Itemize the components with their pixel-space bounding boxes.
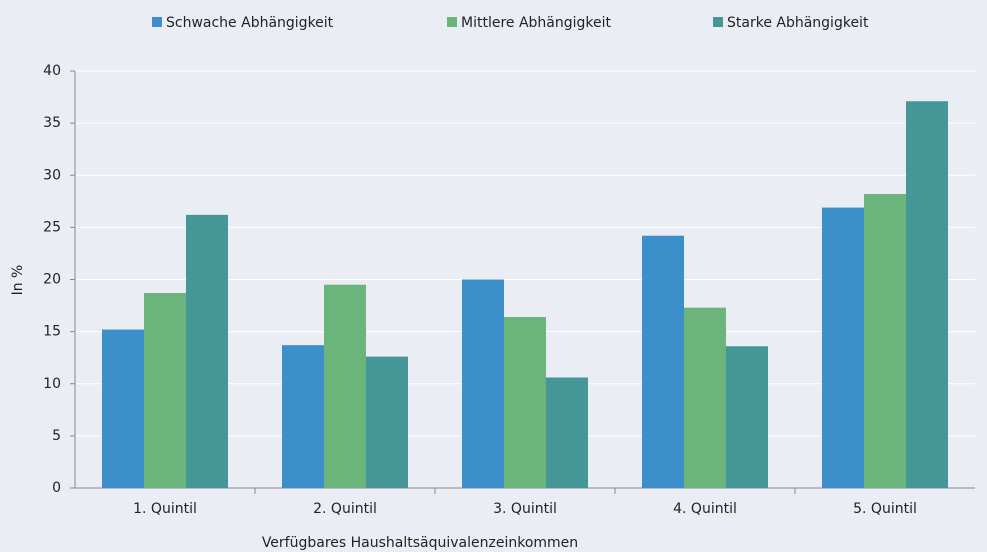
legend-label: Starke Abhängigkeit	[727, 15, 869, 31]
bar	[642, 235, 684, 488]
bar	[102, 329, 144, 488]
legend-label: Mittlere Abhängigkeit	[461, 15, 612, 31]
bar	[546, 377, 588, 488]
y-tick-label: 15	[43, 324, 61, 340]
y-tick-label: 5	[52, 428, 61, 444]
bar	[324, 284, 366, 488]
bar	[504, 317, 546, 488]
x-tick-label: 5. Quintil	[853, 501, 917, 517]
bar	[822, 207, 864, 488]
legend-swatch	[713, 17, 723, 27]
bar	[366, 356, 408, 488]
bar	[186, 214, 228, 489]
y-tick-label: 25	[43, 219, 61, 235]
y-tick-label: 20	[43, 272, 61, 288]
x-tick-label: 3. Quintil	[493, 501, 557, 517]
y-tick-label: 10	[43, 376, 61, 392]
y-tick-label: 0	[52, 480, 61, 496]
bar	[906, 101, 948, 489]
x-tick-label: 2. Quintil	[313, 501, 377, 517]
y-tick-label: 30	[43, 167, 61, 183]
bar	[462, 279, 504, 488]
y-tick-label: 35	[43, 115, 61, 131]
y-axis-label: In %	[10, 265, 26, 296]
legend-swatch	[152, 17, 162, 27]
y-tick-label: 40	[43, 63, 61, 79]
bar	[726, 346, 768, 488]
legend-label: Schwache Abhängigkeit	[166, 15, 334, 31]
x-tick-label: 1. Quintil	[133, 501, 197, 517]
x-tick-label: 4. Quintil	[673, 501, 737, 517]
x-axis-label: Verfügbares Haushaltsäquivalenzeinkommen	[262, 535, 578, 551]
bar	[144, 293, 186, 488]
bar	[282, 345, 324, 488]
legend-swatch	[447, 17, 457, 27]
bar	[684, 307, 726, 488]
bar	[864, 194, 906, 488]
